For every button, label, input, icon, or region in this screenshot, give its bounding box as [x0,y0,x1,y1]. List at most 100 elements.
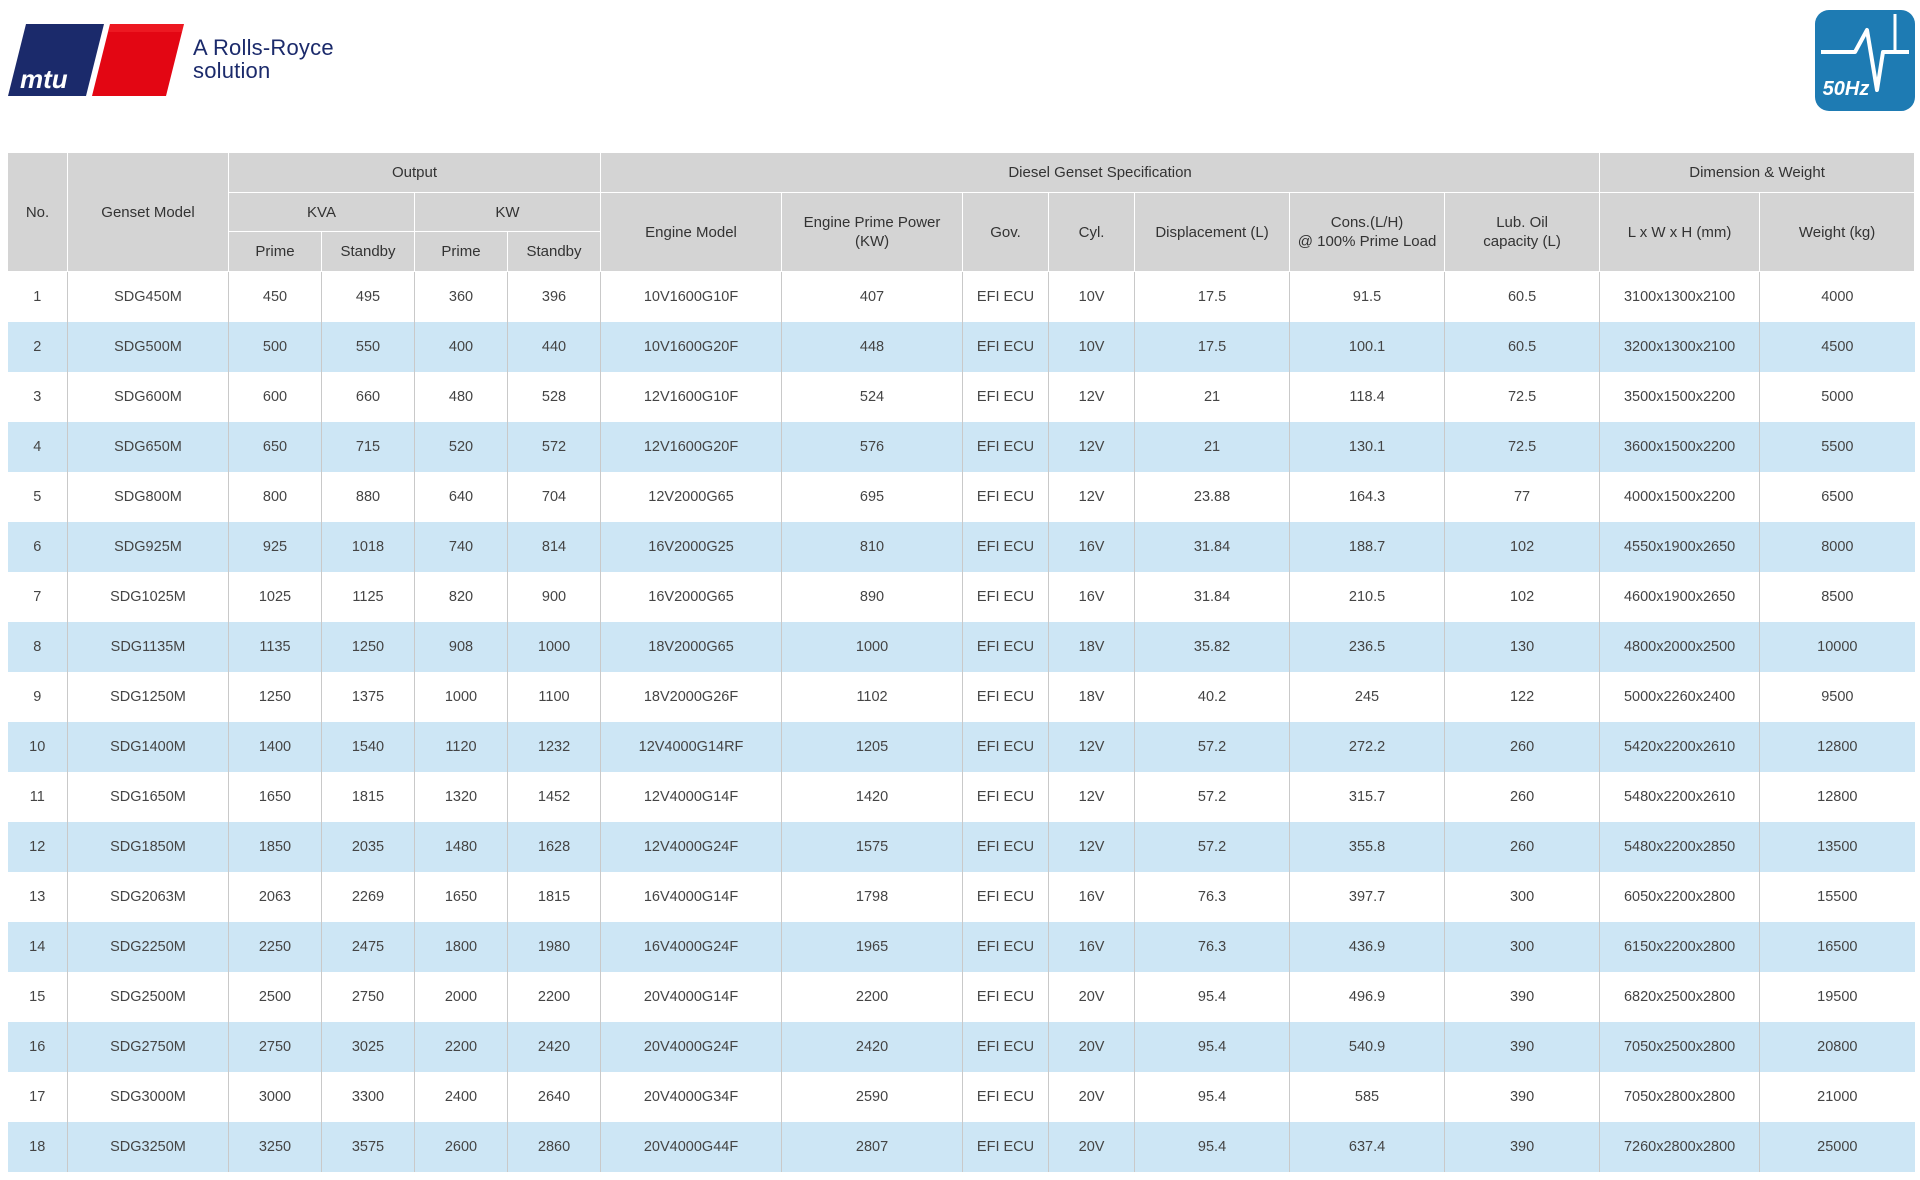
mtu-logo-text: mtu [20,64,68,94]
cell-lub-oil: 390 [1444,1122,1601,1172]
cell-genset-model: SDG1135M [67,622,229,672]
cell-kva-prime: 3250 [228,1122,322,1172]
cell-no: 1 [7,271,68,322]
cell-kva-standby: 2750 [321,972,415,1022]
cell-cyl: 12V [1048,722,1136,772]
cell-kw-standby: 396 [507,271,602,322]
cell-lub-oil: 72.5 [1444,372,1601,422]
cell-kw-standby: 1100 [507,672,602,722]
cell-engine-model: 16V4000G24F [600,922,783,972]
cell-kw-standby: 2200 [507,972,602,1022]
cell-genset-model: SDG650M [67,422,229,472]
cell-kva-prime: 925 [228,522,322,572]
waveform-icon [1821,14,1909,92]
cell-kw-prime: 2200 [414,1022,508,1072]
cell-kva-prime: 2063 [228,872,322,922]
cell-consumption: 164.3 [1289,472,1446,522]
cell-kva-standby: 2269 [321,872,415,922]
cell-weight: 6500 [1759,472,1915,522]
cell-kva-standby: 3300 [321,1072,415,1122]
cell-cyl: 18V [1048,622,1136,672]
cell-kva-standby: 2475 [321,922,415,972]
cell-no: 15 [7,972,68,1022]
cell-kw-standby: 2860 [507,1122,602,1172]
cell-cyl: 18V [1048,672,1136,722]
header-kva-standby: Standby [321,231,415,272]
tagline: A Rolls-Royce solution [193,36,334,82]
cell-kva-standby: 660 [321,372,415,422]
cell-kw-standby: 1628 [507,822,602,872]
mtu-logo: mtu [8,24,184,96]
cell-engine-prime-power: 1205 [781,722,964,772]
table-row: 16 SDG2750M 2750 3025 2200 2420 20V4000G24F 242… [7,1022,1915,1072]
header-output: Output [227,152,602,193]
cell-weight: 10000 [1759,622,1915,672]
cell-engine-model: 12V4000G14F [600,772,783,822]
cell-kw-prime: 360 [414,271,508,322]
cell-kva-prime: 500 [228,322,322,372]
cell-dimensions: 7050x2500x2800 [1599,1022,1761,1072]
cell-displacement: 31.84 [1134,572,1291,622]
table-body: 1 SDG450M 450 495 360 396 10V1600G10F 407 EFI EC… [7,271,1915,1172]
cell-gov: EFI ECU [962,572,1050,622]
cell-displacement: 31.84 [1134,522,1291,572]
cell-kw-standby: 528 [507,372,602,422]
cell-genset-model: SDG1650M [67,772,229,822]
cell-no: 3 [7,372,68,422]
cell-dimensions: 3500x1500x2200 [1599,372,1761,422]
cell-gov: EFI ECU [962,822,1050,872]
cell-dimensions: 4600x1900x2650 [1599,572,1761,622]
cell-dimensions: 4000x1500x2200 [1599,472,1761,522]
cell-gov: EFI ECU [962,1022,1050,1072]
cell-gov: EFI ECU [962,722,1050,772]
cell-genset-model: SDG1250M [67,672,229,722]
cell-kva-prime: 1850 [228,822,322,872]
cell-kw-prime: 640 [414,472,508,522]
cell-weight: 15500 [1759,872,1915,922]
cell-lub-oil: 260 [1444,822,1601,872]
cell-kva-prime: 1025 [228,572,322,622]
cell-lub-oil: 102 [1444,572,1601,622]
header-kw-prime: Prime [414,231,508,272]
header-cyl: Cyl. [1048,192,1136,272]
cell-engine-prime-power: 2200 [781,972,964,1022]
cell-kw-prime: 2000 [414,972,508,1022]
header-diesel-spec: Diesel Genset Specification [600,152,1601,193]
cell-dimensions: 5420x2200x2610 [1599,722,1761,772]
header-consumption: Cons.(L/H) @ 100% Prime Load [1289,192,1446,272]
cell-genset-model: SDG925M [67,522,229,572]
cell-no: 12 [7,822,68,872]
cell-cyl: 20V [1048,972,1136,1022]
cell-consumption: 236.5 [1289,622,1446,672]
table-row: 9 SDG1250M 1250 1375 1000 1100 18V2000G26F 1102… [7,672,1915,722]
cell-kva-prime: 450 [228,271,322,322]
cell-gov: EFI ECU [962,872,1050,922]
cell-kw-prime: 740 [414,522,508,572]
cell-weight: 19500 [1759,972,1915,1022]
cell-kw-standby: 1980 [507,922,602,972]
cell-engine-prime-power: 2420 [781,1022,964,1072]
cell-kva-standby: 495 [321,271,415,322]
cell-dimensions: 6820x2500x2800 [1599,972,1761,1022]
cell-kw-prime: 2400 [414,1072,508,1122]
cell-kw-standby: 814 [507,522,602,572]
cell-kw-prime: 1320 [414,772,508,822]
cell-engine-model: 10V1600G10F [600,271,783,322]
cell-genset-model: SDG2500M [67,972,229,1022]
cell-dimensions: 6150x2200x2800 [1599,922,1761,972]
cell-cyl: 10V [1048,271,1136,322]
cell-kw-standby: 572 [507,422,602,472]
cell-cyl: 16V [1048,522,1136,572]
cell-dimensions: 4800x2000x2500 [1599,622,1761,672]
tagline-line2: solution [193,58,271,83]
cell-kva-standby: 2035 [321,822,415,872]
cell-engine-prime-power: 1798 [781,872,964,922]
cell-no: 14 [7,922,68,972]
header-lub-oil: Lub. Oil capacity (L) [1444,192,1601,272]
cell-no: 7 [7,572,68,622]
cell-weight: 12800 [1759,722,1915,772]
cell-lub-oil: 390 [1444,1072,1601,1122]
cell-engine-prime-power: 1000 [781,622,964,672]
table-row: 5 SDG800M 800 880 640 704 12V2000G65 695 EFI ECU… [7,472,1915,522]
cell-genset-model: SDG800M [67,472,229,522]
